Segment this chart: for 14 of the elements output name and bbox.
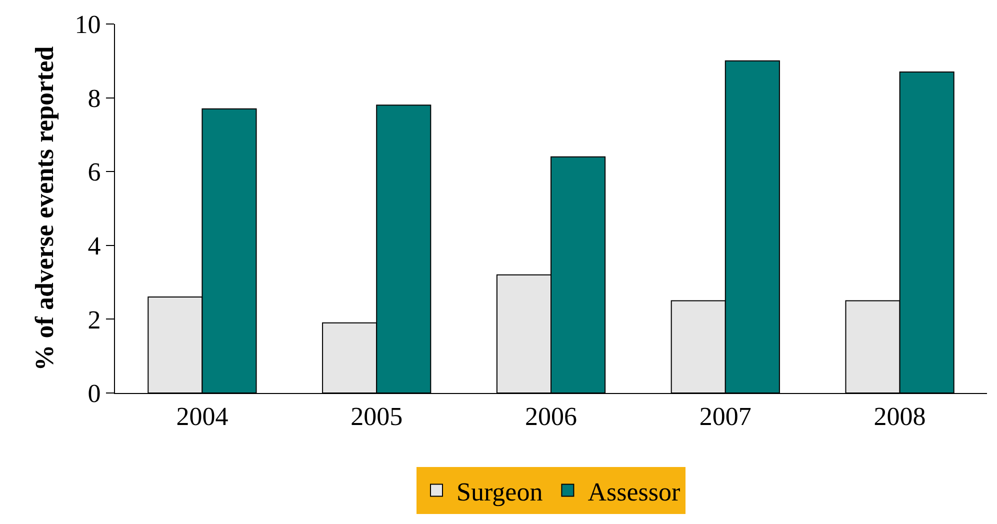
y-tick-label: 2 <box>88 305 101 334</box>
y-tick-label: 8 <box>88 84 101 113</box>
x-tick-label: 2006 <box>525 402 577 432</box>
y-tick-label: 6 <box>88 158 101 187</box>
x-tick-label: 2008 <box>874 402 926 432</box>
legend-label: Assessor <box>588 477 680 506</box>
y-axis-title: % of adverse events reported <box>30 46 59 371</box>
x-tick-label: 2005 <box>350 402 403 432</box>
y-tick-label: 4 <box>88 232 101 260</box>
x-tick-label: 2007 <box>699 402 752 432</box>
y-tick-label: 10 <box>74 10 101 40</box>
x-tick-label: 2004 <box>176 402 228 432</box>
legend-label: Surgeon <box>456 477 543 506</box>
y-tick-label: 0 <box>88 379 101 408</box>
